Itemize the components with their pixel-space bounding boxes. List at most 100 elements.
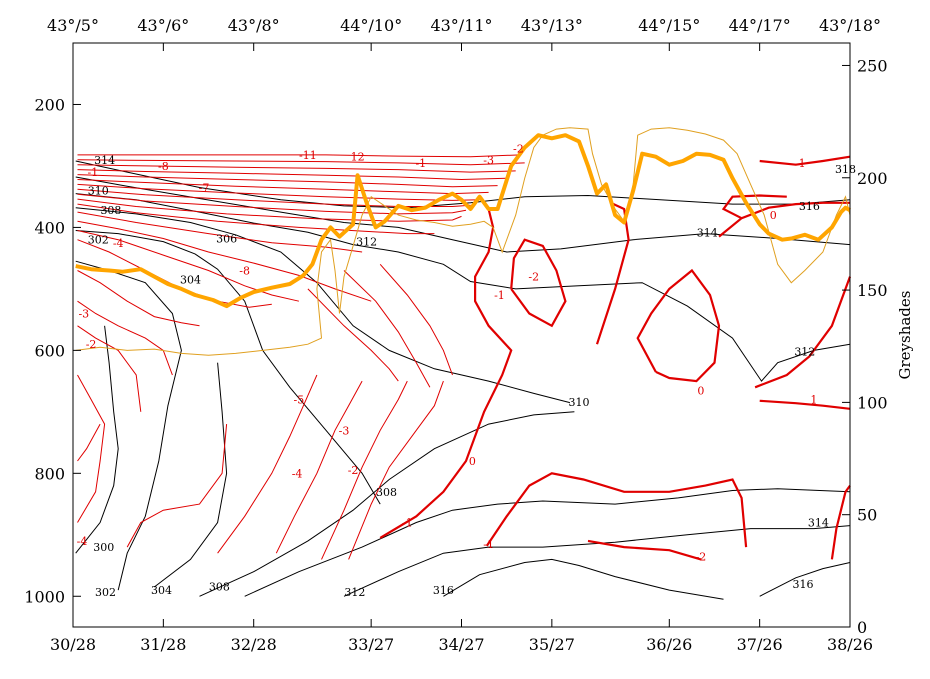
- isotach-label: -2: [513, 143, 524, 156]
- y-tick-label-left: 800: [34, 464, 65, 483]
- isotach-line: [77, 183, 480, 201]
- isotherm-label: 316: [433, 584, 454, 597]
- isotherm-label: 318: [835, 163, 856, 176]
- isotach-label: -3: [483, 154, 494, 167]
- isotach-label: -8: [158, 160, 169, 173]
- isotherm-label: 304: [180, 274, 201, 287]
- isotach-line-bold: [485, 472, 748, 548]
- isotach-line: [77, 230, 300, 302]
- plot-background: [73, 43, 850, 627]
- isotach-label: -4: [113, 237, 124, 250]
- x-tick-label-bottom: 32/28: [231, 635, 277, 654]
- isotach-line: [217, 374, 318, 554]
- isotherm-label: 314: [808, 516, 829, 529]
- y-tick-label-right: 250: [857, 56, 888, 75]
- isotach-line: [77, 169, 507, 181]
- isotach-label: -2: [348, 464, 359, 477]
- x-tick-label-bottom: 34/27: [438, 635, 484, 654]
- isotach-line: [77, 193, 467, 215]
- isotach-line-bold: [379, 208, 513, 539]
- x-tick-label-bottom: 30/28: [50, 635, 96, 654]
- isotherm-label: 308: [376, 486, 397, 499]
- x-tick-label-top: 43°/18°: [819, 16, 881, 35]
- isotherm-label: 316: [793, 578, 814, 591]
- axes: 30/28 31/28 32/28 33/27 34/27 35/27 36/26 37/26…: [24, 16, 887, 654]
- isotach-line: [275, 380, 363, 554]
- isotach-line-bold: [595, 201, 630, 345]
- isotach-label: -1: [402, 516, 413, 529]
- isotach-label: -7: [199, 181, 210, 194]
- isotherm-label: 304: [151, 584, 172, 597]
- isotach-line-bold: [759, 155, 851, 166]
- x-tick-label-bottom: 37/26: [737, 635, 783, 654]
- isotach-label: -4: [77, 535, 88, 548]
- isotach-label: 0: [770, 209, 777, 222]
- isotherm-label: 306: [216, 232, 237, 245]
- thick-orange-series: [75, 133, 851, 309]
- isotherm-line: [75, 230, 381, 505]
- isotach-label: -3: [78, 307, 89, 320]
- isotach-label: -1: [88, 166, 99, 179]
- x-tick-label-bottom: 31/28: [140, 635, 186, 654]
- x-tick-label-top: 44°/17°: [729, 16, 791, 35]
- right-axis-title: Greyshades: [896, 291, 914, 380]
- isotach-line: [77, 154, 521, 158]
- isotherm-contours: [75, 160, 851, 600]
- isotherm-label: 310: [88, 185, 109, 198]
- isotach-label: -1: [494, 289, 505, 302]
- isotach-label: -11: [299, 149, 317, 162]
- isotherm-line: [199, 411, 575, 597]
- x-tick-label-top: 43°/5°: [47, 16, 99, 35]
- isotach-line: [77, 174, 498, 188]
- isotach-line: [77, 270, 200, 327]
- isotach-label: -4: [292, 467, 303, 480]
- y-tick-label-left: 600: [34, 341, 65, 360]
- isotherm-line: [75, 207, 571, 404]
- contour-labels: 314 310 308 302 306 304 312 314 310 312 300 302 304 3…: [77, 143, 856, 599]
- isotach-label: 0: [697, 384, 704, 397]
- isotach-line-bold: [754, 276, 852, 389]
- isotach-line: [77, 374, 106, 523]
- isotherm-line: [153, 362, 228, 588]
- isotherm-line: [75, 176, 851, 253]
- isotach-label: -3: [339, 424, 350, 437]
- isotherm-label: 310: [568, 396, 589, 409]
- isotherm-label: 312: [356, 236, 377, 249]
- isotach-label: -1: [483, 538, 494, 551]
- x-tick-label-bottom: 35/27: [529, 635, 575, 654]
- isotach-label: -8: [239, 264, 250, 277]
- isotach-line-bold: [830, 484, 851, 560]
- isotach-line: [348, 380, 444, 560]
- overlay-series: [75, 127, 851, 356]
- isotach-label: -5: [294, 394, 305, 407]
- isotach-line-bold: [636, 268, 721, 383]
- y-tick-label-right: 200: [857, 169, 888, 188]
- thin-orange-series: [75, 127, 851, 356]
- isotach-line: [77, 159, 525, 166]
- isotach-label: -1: [795, 157, 806, 170]
- isotach-line: [77, 198, 462, 222]
- x-tick-label-top: 44°/15°: [638, 16, 700, 35]
- x-tick-label-top: 43°/6°: [137, 16, 189, 35]
- y-tick-label-right: 150: [857, 281, 888, 300]
- isotach-line-bold: [718, 201, 850, 238]
- isotach-line: [379, 263, 453, 376]
- x-tick-label-top: 43°/8°: [228, 16, 280, 35]
- y-tick-label-left: 400: [34, 218, 65, 237]
- isotherm-label: 300: [93, 541, 114, 554]
- isotherm-line: [75, 260, 182, 591]
- isotherm-line: [759, 562, 851, 597]
- isotach-line-bold: [721, 194, 787, 220]
- isotach-line: [77, 164, 516, 173]
- isotach-line-bold: [759, 399, 851, 410]
- isotach-contours: [77, 154, 852, 561]
- isotherm-label: 302: [88, 234, 109, 247]
- isotach-label: -1: [415, 157, 426, 170]
- y-tick-label-right: 50: [857, 506, 877, 525]
- isotach-line: [77, 325, 142, 412]
- isotach-line: [77, 423, 101, 462]
- x-tick-label-top: 43°/13°: [521, 16, 583, 35]
- isotach-label: 12: [351, 151, 365, 164]
- isotach-line: [307, 288, 399, 382]
- y-tick-label-right: 100: [857, 393, 888, 412]
